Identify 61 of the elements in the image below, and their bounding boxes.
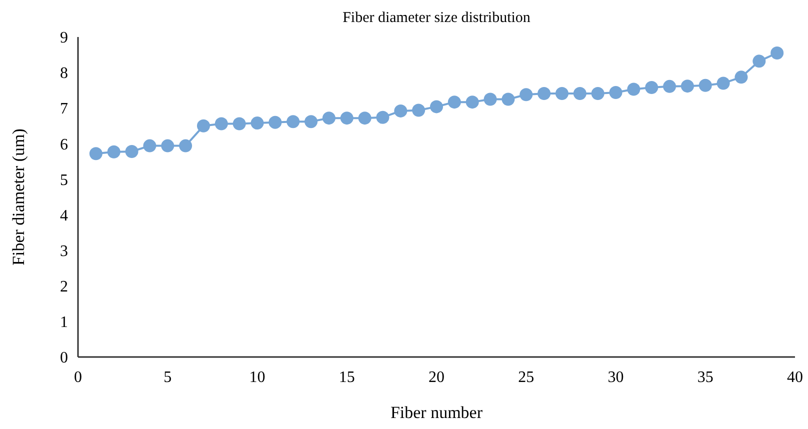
chart-title: Fiber diameter size distribution <box>342 10 531 26</box>
x-tick-label: 30 <box>608 369 624 386</box>
x-axis-title: Fiber number <box>390 403 483 422</box>
point <box>752 54 766 68</box>
point <box>304 115 318 128</box>
y-tick-label: 4 <box>60 207 68 224</box>
x-tick-label: 15 <box>338 369 355 386</box>
x-tick-label: 35 <box>697 369 714 386</box>
y-tick-label: 1 <box>60 314 68 332</box>
y-tick-label: 2 <box>60 278 68 296</box>
point <box>125 144 138 158</box>
point <box>286 115 300 128</box>
point <box>645 80 658 94</box>
point <box>430 100 443 114</box>
point <box>143 139 156 152</box>
point <box>555 87 568 100</box>
point <box>214 117 228 130</box>
point <box>520 88 533 102</box>
point <box>196 119 210 132</box>
y-tick-label: 0 <box>60 350 68 367</box>
point <box>358 112 372 125</box>
point <box>376 110 390 124</box>
point <box>161 139 174 152</box>
point <box>609 86 622 99</box>
x-tick-label: 25 <box>518 369 534 386</box>
point <box>573 87 586 100</box>
x-tick-label: 20 <box>428 369 444 386</box>
y-tick-label: 5 <box>60 172 68 189</box>
point <box>627 82 640 96</box>
point <box>698 78 712 92</box>
y-tick-label: 6 <box>60 136 68 154</box>
point <box>448 96 461 109</box>
point <box>466 96 479 109</box>
y-tick-label: 8 <box>60 65 68 82</box>
point <box>322 112 336 125</box>
y-tick-label: 7 <box>60 100 68 118</box>
point <box>734 70 748 84</box>
y-axis-title: Fiber diameter (um) <box>9 128 28 266</box>
point <box>232 117 246 130</box>
point <box>502 92 515 106</box>
point <box>250 116 264 130</box>
point <box>107 145 120 158</box>
point <box>89 147 102 160</box>
point <box>538 87 551 100</box>
point <box>394 104 408 118</box>
point <box>179 139 192 152</box>
point <box>591 87 604 100</box>
point <box>663 80 676 93</box>
y-tick-label: 9 <box>60 30 68 47</box>
point <box>268 116 282 129</box>
point <box>484 92 497 106</box>
point <box>340 112 354 125</box>
point <box>770 46 784 60</box>
x-tick-label: 10 <box>249 369 266 386</box>
x-tick-label: 5 <box>164 369 172 386</box>
point <box>716 76 730 90</box>
x-tick-label: 40 <box>787 369 803 386</box>
y-tick-label: 3 <box>60 242 68 260</box>
point <box>412 104 426 117</box>
x-tick-label: 0 <box>74 369 82 386</box>
point <box>680 80 694 93</box>
